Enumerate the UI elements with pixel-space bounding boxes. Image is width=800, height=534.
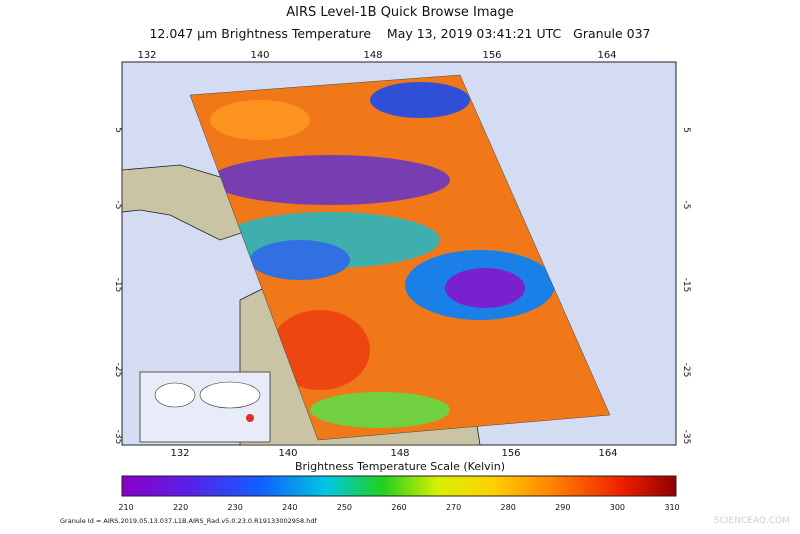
colorbar-tick-label: 210	[118, 503, 133, 512]
title: AIRS Level-1B Quick Browse Image	[286, 5, 514, 20]
colorbar	[121, 475, 677, 497]
lat-label: -25	[681, 363, 691, 378]
watermark: SCIENCEAQ.COM	[714, 516, 790, 526]
lon-label: 156	[482, 50, 501, 61]
granule-id: Granule Id = AIRS.2019.05.13.037.L1B.AIR…	[60, 517, 317, 525]
colorbar-tick-label: 280	[501, 503, 516, 512]
colorbar-tick-label: 250	[337, 503, 352, 512]
colorbar-tick-label: 300	[610, 503, 625, 512]
lat-label: -25	[113, 363, 123, 378]
lat-label: 5	[681, 127, 691, 133]
colorbar-tick-label: 240	[282, 503, 297, 512]
lon-label: 148	[363, 50, 382, 61]
lat-label: -15	[113, 278, 123, 293]
colorbar-tick-label: 230	[228, 503, 243, 512]
lon-label: 140	[250, 50, 269, 61]
colorbar-tick-label: 260	[391, 503, 406, 512]
lon-label: 164	[598, 448, 617, 459]
lon-label: 132	[137, 50, 156, 61]
lat-label: -35	[113, 430, 123, 445]
colorbar-tick-label: 270	[446, 503, 461, 512]
colorbar-tick-label: 220	[173, 503, 188, 512]
lon-label: 140	[278, 448, 297, 459]
subtitle: 12.047 μm Brightness Temperature May 13,…	[149, 26, 650, 41]
lat-label: -15	[681, 278, 691, 293]
colorbar-title: Brightness Temperature Scale (Kelvin)	[295, 460, 505, 473]
lon-label: 132	[170, 448, 189, 459]
lat-label: -5	[681, 201, 691, 210]
colorbar-tick-label: 310	[664, 503, 679, 512]
colorbar-tick-label: 290	[555, 503, 570, 512]
lat-label: 5	[113, 127, 123, 133]
map	[121, 61, 677, 446]
lon-label: 164	[597, 50, 616, 61]
lat-label: -35	[681, 430, 691, 445]
lon-label: 156	[501, 448, 520, 459]
lat-label: -5	[113, 201, 123, 210]
lon-label: 148	[390, 448, 409, 459]
